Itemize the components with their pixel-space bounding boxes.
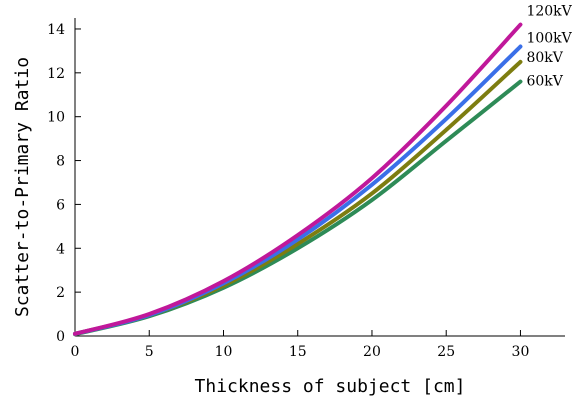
x-tick-label: 25	[437, 344, 455, 360]
series-label-80kv: 80kV	[526, 50, 563, 66]
y-tick-label: 0	[56, 329, 65, 345]
x-tick-label: 5	[145, 344, 154, 360]
y-axis-title: Scatter-to-Primary Ratio	[12, 57, 33, 317]
series-line-80kv	[73, 59, 523, 336]
x-ticks: 0 5 10 15 20 25 30	[71, 330, 530, 360]
y-tick-label: 12	[47, 66, 65, 82]
series-line-60kv	[73, 79, 523, 337]
series-group	[73, 22, 523, 337]
y-tick-label: 4	[56, 241, 65, 257]
series-label-100kv: 100kV	[526, 31, 572, 47]
y-tick-label: 8	[56, 154, 65, 170]
y-ticks: 0 2 4 6 8 10 12 14	[47, 22, 81, 345]
y-tick-label: 2	[56, 285, 65, 301]
x-tick-label: 10	[215, 344, 233, 360]
x-tick-label: 30	[512, 344, 530, 360]
series-labels: 120kV 100kV 80kV 60kV	[526, 4, 572, 90]
x-tick-label: 15	[289, 344, 307, 360]
axes	[74, 18, 565, 337]
y-tick-label: 14	[47, 22, 65, 38]
series-label-60kv: 60kV	[526, 74, 563, 90]
x-axis-title: Thickness of subject [cm]	[195, 376, 466, 397]
series-label-120kv: 120kV	[526, 4, 572, 20]
y-tick-label: 10	[47, 110, 65, 126]
series-line-120kv	[73, 22, 523, 336]
x-tick-label: 0	[71, 344, 80, 360]
x-tick-label: 20	[363, 344, 381, 360]
series-line-100kv	[73, 44, 523, 336]
y-tick-label: 6	[56, 197, 65, 213]
